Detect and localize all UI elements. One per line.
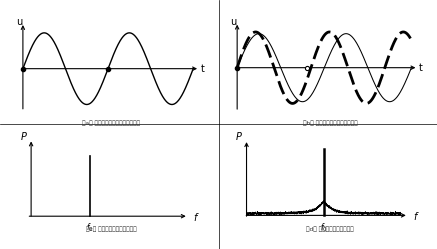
Text: t: t	[201, 64, 205, 74]
Text: （d） 相位噪声影响下的频谱: （d） 相位噪声影响下的频谱	[306, 227, 354, 232]
Text: P: P	[21, 132, 26, 142]
Text: t: t	[419, 63, 423, 73]
Text: f: f	[413, 212, 416, 222]
Text: u: u	[17, 17, 23, 27]
Text: u: u	[231, 17, 237, 27]
Text: （a） 理想单频正弦波信号时域波形: （a） 理想单频正弦波信号时域波形	[83, 121, 140, 126]
Text: （b） 相位噪声影响下的时域波形: （b） 相位噪声影响下的时域波形	[302, 121, 357, 126]
Text: $f_0$: $f_0$	[86, 221, 94, 234]
Text: P: P	[236, 132, 242, 142]
Text: （c） 理想单频正弦波信号频谱: （c） 理想单频正弦波信号频谱	[86, 227, 137, 232]
Text: $f_0$: $f_0$	[320, 221, 328, 234]
Text: f: f	[193, 212, 197, 223]
